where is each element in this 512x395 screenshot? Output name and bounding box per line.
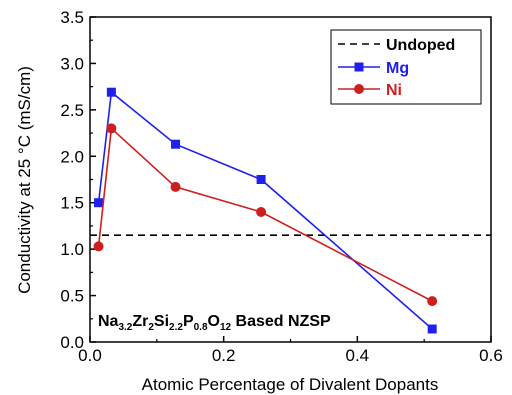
legend-ni-label: Ni — [386, 82, 402, 99]
ni-point — [106, 123, 117, 134]
ni-point — [93, 241, 104, 252]
formula-subscript: 12 — [220, 322, 232, 333]
ni-point — [427, 296, 438, 307]
formula-subscript: 0.8 — [194, 322, 208, 333]
y-tick-label: 0.5 — [60, 287, 84, 306]
formula-text: P — [183, 313, 194, 330]
y-tick-label: 2.5 — [60, 101, 84, 120]
mg-point — [256, 175, 266, 184]
formula-subscript: 2 — [148, 322, 154, 333]
x-tick-label: 0.6 — [479, 346, 503, 365]
x-tick-label: 0.4 — [346, 346, 370, 365]
mg-point — [171, 139, 181, 149]
formula-text: Si — [154, 313, 169, 330]
formula-text: Na — [98, 313, 119, 330]
mg-point — [94, 198, 104, 208]
legend-mg-marker — [354, 62, 364, 72]
y-tick-label: 3.0 — [60, 54, 84, 73]
x-tick-label: 0.0 — [78, 346, 102, 365]
y-tick-label: 2.0 — [60, 147, 84, 166]
x-tick-label: 0.2 — [212, 346, 236, 365]
data-series — [93, 87, 438, 334]
axis-ticks: 0.0 0.2 0.4 0.6 0.0 0.5 1.0 1.5 2.0 2.5 3.0 3.5 — [60, 8, 502, 365]
y-tick-label: 3.5 — [60, 8, 84, 27]
formula-text: Based NZSP — [231, 313, 331, 330]
formula-subscript: 3.2 — [118, 322, 132, 333]
y-tick-label: 1.0 — [60, 240, 84, 259]
legend: Undoped Mg Ni — [330, 29, 482, 105]
y-axis-title: Conductivity at 25 °C (mS/cm) — [15, 66, 34, 294]
formula-text: O — [208, 313, 220, 330]
ni-series-line — [97, 126, 433, 302]
mg-point — [427, 324, 437, 334]
y-tick-label: 1.5 — [60, 194, 84, 213]
ni-point — [256, 207, 267, 217]
legend-ni-marker — [354, 84, 364, 94]
formula-text: Zr — [132, 313, 148, 330]
legend-mg-label: Mg — [386, 60, 409, 77]
x-axis-title: Atomic Percentage of Divalent Dopants — [142, 375, 439, 394]
mg-point — [106, 87, 116, 97]
formula-subscript: 2.2 — [169, 322, 183, 333]
formula-annotation: Na3.2Zr2Si2.2P0.8O12 Based NZSP — [98, 313, 331, 333]
y-tick-label: 0.0 — [60, 333, 84, 352]
legend-undoped-label: Undoped — [386, 37, 455, 54]
ni-point — [170, 181, 181, 192]
